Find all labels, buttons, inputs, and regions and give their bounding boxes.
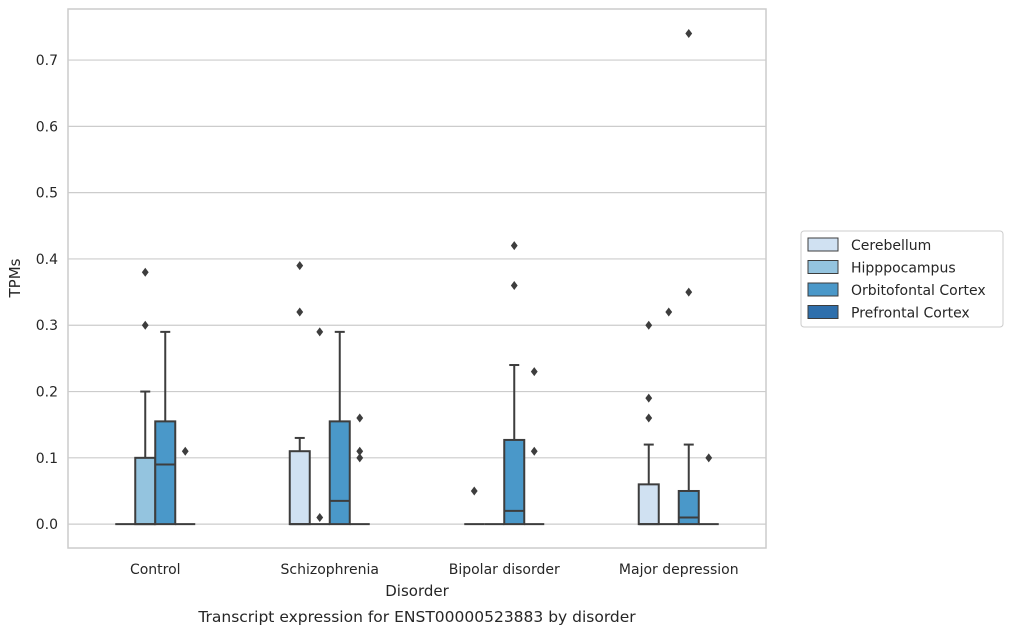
box-iqr — [288, 450, 311, 526]
x-tick-label: Schizophrenia — [281, 562, 379, 578]
box-0-2 — [154, 330, 177, 526]
outlier-point — [296, 307, 304, 317]
legend-swatch — [807, 282, 839, 297]
y-tick-label: 0.6 — [36, 119, 58, 135]
y-tick-label: 0.0 — [36, 517, 58, 533]
outlier-point — [510, 241, 518, 251]
x-tick-label: Control — [130, 562, 181, 578]
outlier-point — [356, 413, 364, 423]
box-3-0 — [637, 320, 660, 526]
legend-swatch — [807, 305, 839, 319]
outlier-point — [316, 327, 324, 337]
y-tick-label: 0.2 — [36, 385, 58, 401]
box-3-2 — [677, 29, 700, 526]
legend-label: Cerebellum — [851, 238, 931, 254]
box-iqr — [677, 489, 700, 526]
x-tick-label: Major depression — [619, 562, 739, 578]
box-0-3 — [175, 446, 196, 526]
box-1-0 — [288, 261, 311, 526]
chart-caption: Transcript expression for ENST0000052388… — [197, 608, 636, 626]
box-iqr — [134, 456, 157, 526]
outlier-point — [141, 320, 149, 330]
box-layer — [115, 29, 719, 526]
y-tick-label: 0.7 — [36, 53, 58, 69]
legend-label: Orbitofontal Cortex — [851, 283, 986, 299]
y-tick-label: 0.3 — [36, 318, 58, 334]
y-axis-label: TPMs — [6, 258, 24, 298]
box-iqr — [503, 438, 526, 526]
y-tick-label: 0.5 — [36, 186, 58, 202]
box-1-1 — [309, 327, 330, 526]
outlier-point — [141, 267, 149, 277]
outlier-point — [685, 287, 693, 297]
legend-label: Hipppocampus — [851, 261, 956, 277]
box-iqr — [154, 420, 177, 526]
x-axis-label: Disorder — [385, 582, 449, 600]
outlier-point — [530, 367, 538, 377]
legend-swatch — [807, 260, 839, 274]
box-1-3 — [349, 413, 370, 526]
x-tick-label: Bipolar disorder — [449, 562, 560, 578]
box-3-3 — [698, 453, 719, 526]
legend: Cerebellum Hipppocampus Orbitofontal Corte… — [800, 230, 1004, 328]
outlier-point — [705, 453, 713, 463]
box-2-2 — [503, 241, 526, 526]
outlier-point — [356, 446, 364, 456]
box-2-0 — [464, 486, 485, 526]
axis-layer: TPMs Disorder Transcript expression for … — [6, 53, 739, 626]
legend-frame — [800, 230, 1004, 328]
box-2-3 — [524, 367, 545, 526]
legend-label: Prefrontal Cortex — [851, 306, 970, 322]
outlier-point — [316, 513, 324, 523]
outlier-point — [645, 413, 653, 423]
y-tick-label: 0.4 — [36, 252, 58, 268]
outlier-point — [296, 261, 304, 271]
plot-frame — [67, 8, 767, 549]
y-tick-label: 0.1 — [36, 451, 58, 467]
outlier-point — [530, 446, 538, 456]
box-3-1 — [658, 307, 679, 526]
box-iqr — [328, 420, 351, 526]
outlier-point — [665, 307, 673, 317]
box-1-2 — [328, 330, 351, 526]
outlier-point — [470, 486, 478, 496]
outlier-point — [510, 280, 518, 290]
grid-layer — [68, 59, 766, 525]
box-iqr — [637, 483, 660, 526]
outlier-point — [645, 320, 653, 330]
outlier-point — [645, 393, 653, 403]
box-0-1 — [134, 267, 157, 526]
legend-swatch — [807, 237, 839, 252]
outlier-point — [356, 453, 364, 463]
outlier-point — [685, 29, 693, 39]
outlier-point — [181, 446, 189, 456]
